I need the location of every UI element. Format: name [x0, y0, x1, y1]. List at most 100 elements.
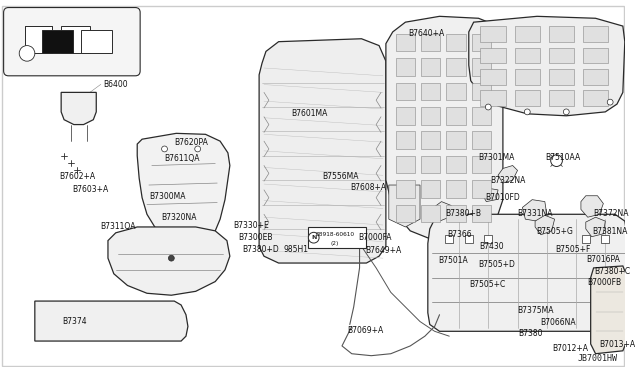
Text: B7016PA: B7016PA — [586, 255, 620, 264]
Text: B7301MA: B7301MA — [479, 153, 515, 162]
Text: (2): (2) — [331, 241, 339, 246]
Bar — [446, 34, 466, 51]
Bar — [472, 34, 492, 51]
Text: B7601MA: B7601MA — [291, 109, 328, 118]
Bar — [396, 34, 415, 51]
Bar — [515, 26, 540, 42]
Text: B7505+C: B7505+C — [468, 280, 505, 289]
Polygon shape — [428, 214, 627, 331]
Text: B7620PA: B7620PA — [174, 138, 208, 147]
Text: B7380+D: B7380+D — [243, 244, 279, 253]
Bar — [25, 26, 52, 53]
Polygon shape — [434, 202, 451, 221]
Text: B7510AA: B7510AA — [545, 153, 580, 162]
Text: B7505+F: B7505+F — [556, 244, 591, 253]
Bar — [446, 205, 466, 222]
Text: B7505+G: B7505+G — [536, 227, 573, 236]
Text: B7608+A: B7608+A — [350, 183, 386, 192]
Bar — [472, 205, 492, 222]
Bar — [421, 156, 440, 173]
Bar — [421, 58, 440, 76]
Polygon shape — [483, 188, 498, 202]
Bar — [446, 58, 466, 76]
Bar — [396, 83, 415, 100]
Text: 08918-60610: 08918-60610 — [316, 232, 355, 237]
Polygon shape — [522, 200, 547, 221]
Bar — [472, 131, 492, 149]
Bar — [446, 131, 466, 149]
Bar — [446, 107, 466, 125]
Text: B7000FA: B7000FA — [358, 233, 392, 242]
Polygon shape — [468, 16, 625, 116]
Bar — [472, 156, 492, 173]
Text: B7374: B7374 — [62, 317, 87, 326]
Text: B7602+A: B7602+A — [60, 172, 95, 181]
Circle shape — [195, 146, 200, 152]
Polygon shape — [586, 217, 605, 237]
Text: B7013+A: B7013+A — [600, 340, 636, 349]
Text: B7366: B7366 — [447, 230, 472, 239]
Bar — [42, 30, 73, 53]
Bar — [81, 30, 112, 53]
Text: B7381NA: B7381NA — [593, 227, 628, 236]
Bar — [396, 107, 415, 125]
Bar — [472, 58, 492, 76]
Text: B7320NA: B7320NA — [161, 213, 197, 222]
FancyBboxPatch shape — [4, 7, 140, 76]
Polygon shape — [259, 39, 386, 263]
Bar — [548, 48, 574, 63]
Bar — [583, 48, 608, 63]
Circle shape — [19, 46, 35, 61]
Bar — [61, 26, 90, 53]
Bar — [472, 180, 492, 198]
Text: B7330+E: B7330+E — [233, 221, 269, 230]
Text: N: N — [311, 235, 316, 240]
Text: B7069+A: B7069+A — [347, 326, 383, 336]
Text: B7300MA: B7300MA — [149, 192, 186, 201]
Polygon shape — [389, 185, 420, 227]
Polygon shape — [35, 301, 188, 341]
Text: B7649+A: B7649+A — [365, 247, 402, 256]
Bar — [548, 26, 574, 42]
Polygon shape — [581, 196, 604, 217]
Bar — [484, 235, 492, 243]
Bar — [472, 107, 492, 125]
Text: B7430: B7430 — [479, 241, 504, 251]
Bar — [421, 34, 440, 51]
Bar — [421, 131, 440, 149]
Bar — [583, 90, 608, 106]
Circle shape — [563, 109, 569, 115]
Bar — [583, 69, 608, 84]
Text: B7380: B7380 — [518, 329, 543, 339]
Circle shape — [161, 146, 168, 152]
Bar — [548, 69, 574, 84]
Text: B7000FB: B7000FB — [587, 278, 621, 287]
Text: 985H1: 985H1 — [284, 244, 308, 253]
Bar — [602, 235, 609, 243]
Bar — [308, 227, 366, 248]
Text: JB7001HW: JB7001HW — [577, 354, 617, 363]
Text: B7066NA: B7066NA — [540, 318, 575, 327]
Text: B7380+C: B7380+C — [595, 267, 630, 276]
Circle shape — [308, 232, 319, 243]
Text: B7010FD: B7010FD — [485, 193, 520, 202]
Bar — [421, 205, 440, 222]
Bar — [396, 131, 415, 149]
Bar — [481, 26, 506, 42]
Bar — [582, 235, 589, 243]
Bar — [548, 90, 574, 106]
Bar — [515, 90, 540, 106]
Text: B7300EB: B7300EB — [239, 233, 273, 242]
Text: B7372NA: B7372NA — [593, 209, 629, 218]
Text: B7556MA: B7556MA — [323, 172, 359, 181]
Bar — [583, 26, 608, 42]
Polygon shape — [591, 266, 627, 354]
Bar — [481, 69, 506, 84]
Circle shape — [524, 109, 530, 115]
Text: B7501A: B7501A — [438, 256, 468, 265]
Text: B6400: B6400 — [103, 80, 128, 89]
Bar — [465, 235, 473, 243]
Text: B7611QA: B7611QA — [164, 154, 200, 163]
Bar — [481, 48, 506, 63]
Bar — [396, 205, 415, 222]
